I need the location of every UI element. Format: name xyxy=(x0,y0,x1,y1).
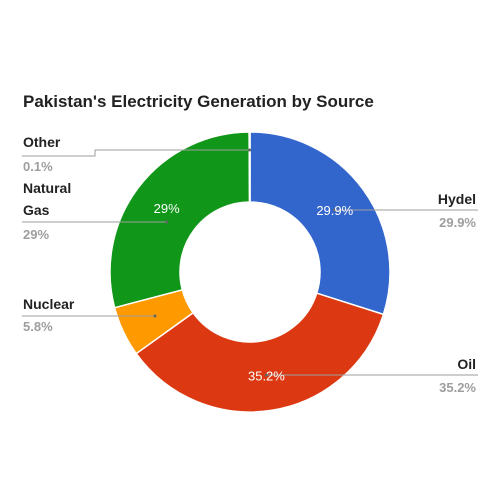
slice-other xyxy=(248,131,251,203)
leader-dot-hydel xyxy=(333,208,337,212)
label-pct-natural-gas: 29% xyxy=(23,227,49,242)
label-pct-hydel: 29.9% xyxy=(439,215,476,230)
inside-label-hydel: 29.9% xyxy=(316,203,353,218)
slice-natural-gas xyxy=(109,131,251,309)
label-pct-other: 0.1% xyxy=(23,159,53,174)
label-pct-oil: 35.2% xyxy=(439,380,476,395)
leader-line-other xyxy=(22,149,250,157)
chart-title: Pakistan's Electricity Generation by Sou… xyxy=(23,92,374,111)
leader-dot-nuclear xyxy=(153,314,157,318)
leader-lines xyxy=(22,148,478,377)
slice-hydel xyxy=(249,131,391,316)
leader-dot-natural-gas xyxy=(165,220,169,224)
leader-dot-oil xyxy=(264,373,268,377)
slices-group xyxy=(109,131,391,413)
label-name-hydel: Hydel xyxy=(438,191,476,207)
inside-label-oil: 35.2% xyxy=(248,369,285,384)
slice-oil xyxy=(135,292,385,413)
label-name-nuclear: Nuclear xyxy=(23,296,75,312)
label-name-other: Other xyxy=(23,134,61,150)
slice-labels: 29.9% Hydel 29.9% 35.2% Oil 35.2% Nuclear 5.8% 2… xyxy=(23,134,476,395)
label-name-natural-gas-2: Gas xyxy=(23,202,50,218)
label-name-natural-gas-1: Natural xyxy=(23,180,71,196)
leader-dot-other xyxy=(248,148,252,152)
label-pct-nuclear: 5.8% xyxy=(23,319,53,334)
inside-label-natural-gas: 29% xyxy=(154,201,180,216)
label-name-oil: Oil xyxy=(457,356,476,372)
